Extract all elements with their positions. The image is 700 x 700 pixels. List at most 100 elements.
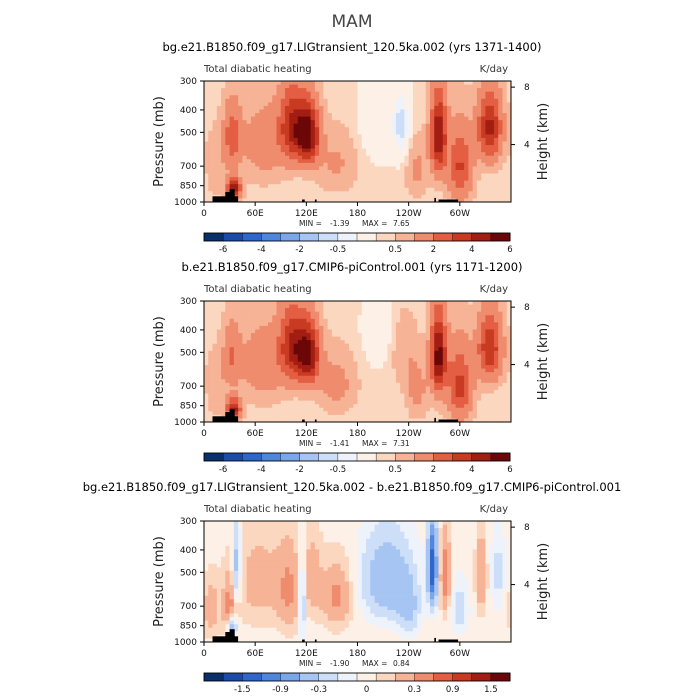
field-cell bbox=[314, 84, 320, 89]
field-cell bbox=[250, 113, 256, 117]
field-cell bbox=[425, 127, 431, 132]
field-cell bbox=[263, 340, 269, 345]
field-cell bbox=[280, 347, 286, 352]
field-cell bbox=[378, 386, 384, 391]
field-cell bbox=[233, 393, 239, 398]
field-cell bbox=[468, 91, 474, 96]
field-cell bbox=[319, 152, 324, 157]
field-cell bbox=[468, 375, 474, 380]
field-cell bbox=[263, 304, 269, 309]
field-cell bbox=[233, 84, 239, 89]
field-cell bbox=[361, 347, 367, 352]
field-cell bbox=[412, 407, 418, 412]
field-cell bbox=[344, 145, 350, 150]
field-cell bbox=[506, 95, 512, 100]
field-cell bbox=[472, 318, 478, 323]
field-cell bbox=[481, 88, 486, 93]
field-cell bbox=[336, 329, 341, 334]
field-cell bbox=[331, 187, 337, 192]
field-cell bbox=[302, 95, 307, 100]
field-cell bbox=[506, 397, 512, 402]
field-cell bbox=[276, 184, 282, 189]
field-cell bbox=[400, 194, 405, 199]
field-cell bbox=[357, 354, 363, 359]
field-cell bbox=[233, 325, 239, 330]
field-cell bbox=[408, 318, 414, 323]
field-cell bbox=[319, 368, 324, 373]
field-cell bbox=[272, 318, 277, 323]
field-cell bbox=[489, 407, 495, 412]
field-cell bbox=[208, 109, 213, 114]
field-cell bbox=[378, 372, 384, 377]
field-cell bbox=[314, 311, 320, 316]
field-cell bbox=[429, 120, 435, 125]
field-cell bbox=[459, 325, 465, 330]
field-cell bbox=[297, 166, 303, 171]
field-cell bbox=[259, 134, 265, 139]
field-cell bbox=[302, 169, 307, 174]
field-cell bbox=[387, 329, 393, 334]
field-cell bbox=[327, 404, 333, 409]
field-cell bbox=[229, 308, 235, 313]
field-cell bbox=[387, 88, 393, 93]
field-cell bbox=[336, 98, 341, 103]
field-cell bbox=[481, 304, 486, 309]
field-cell bbox=[498, 113, 503, 117]
field-cell bbox=[374, 325, 380, 330]
field-cell bbox=[421, 397, 427, 402]
field-cell bbox=[451, 304, 456, 309]
field-cell bbox=[267, 407, 273, 412]
field-cell bbox=[493, 81, 499, 85]
field-cell bbox=[442, 102, 448, 107]
field-cell bbox=[506, 169, 512, 174]
field-cell bbox=[353, 113, 358, 117]
field-cell bbox=[464, 318, 469, 323]
field-cell bbox=[438, 123, 444, 128]
field-cell bbox=[204, 120, 209, 125]
field-cell bbox=[472, 389, 478, 394]
field-cell bbox=[378, 191, 384, 196]
field-cell bbox=[464, 372, 469, 377]
field-cell bbox=[250, 354, 256, 359]
field-cell bbox=[485, 343, 491, 348]
field-cell bbox=[400, 81, 405, 85]
field-cell bbox=[212, 379, 218, 384]
field-cell bbox=[476, 159, 482, 164]
field-cell bbox=[357, 84, 363, 89]
field-cell bbox=[319, 389, 324, 394]
field-cell bbox=[336, 148, 341, 153]
field-cell bbox=[212, 166, 218, 171]
field-cell bbox=[408, 187, 414, 192]
field-cell bbox=[421, 315, 427, 320]
field-cell bbox=[366, 301, 371, 305]
field-cell bbox=[383, 113, 388, 117]
field-cell bbox=[233, 91, 239, 96]
field-cell bbox=[451, 365, 456, 370]
field-cell bbox=[336, 414, 341, 419]
field-cell bbox=[451, 318, 456, 323]
field-cell bbox=[323, 382, 329, 387]
field-cell bbox=[395, 141, 401, 146]
field-cell bbox=[314, 159, 320, 164]
field-cell bbox=[412, 180, 418, 185]
field-cell bbox=[455, 123, 461, 128]
field-cell bbox=[366, 116, 371, 121]
field-cell bbox=[374, 198, 380, 203]
field-cell bbox=[314, 336, 320, 341]
field-cell bbox=[485, 145, 491, 150]
field-cell bbox=[348, 198, 354, 203]
field-cell bbox=[395, 301, 401, 305]
field-cell bbox=[336, 372, 341, 377]
field-cell bbox=[306, 187, 311, 192]
field-cell bbox=[293, 134, 299, 139]
field-cell bbox=[366, 84, 371, 89]
field-cell bbox=[468, 329, 474, 334]
field-cell bbox=[314, 105, 320, 110]
colorbar-swatch bbox=[299, 232, 320, 242]
field-cell bbox=[502, 365, 508, 370]
field-cell bbox=[425, 187, 431, 192]
field-cell bbox=[285, 414, 290, 419]
field-cell bbox=[242, 325, 248, 330]
field-cell bbox=[502, 148, 508, 153]
field-cell bbox=[391, 389, 397, 394]
